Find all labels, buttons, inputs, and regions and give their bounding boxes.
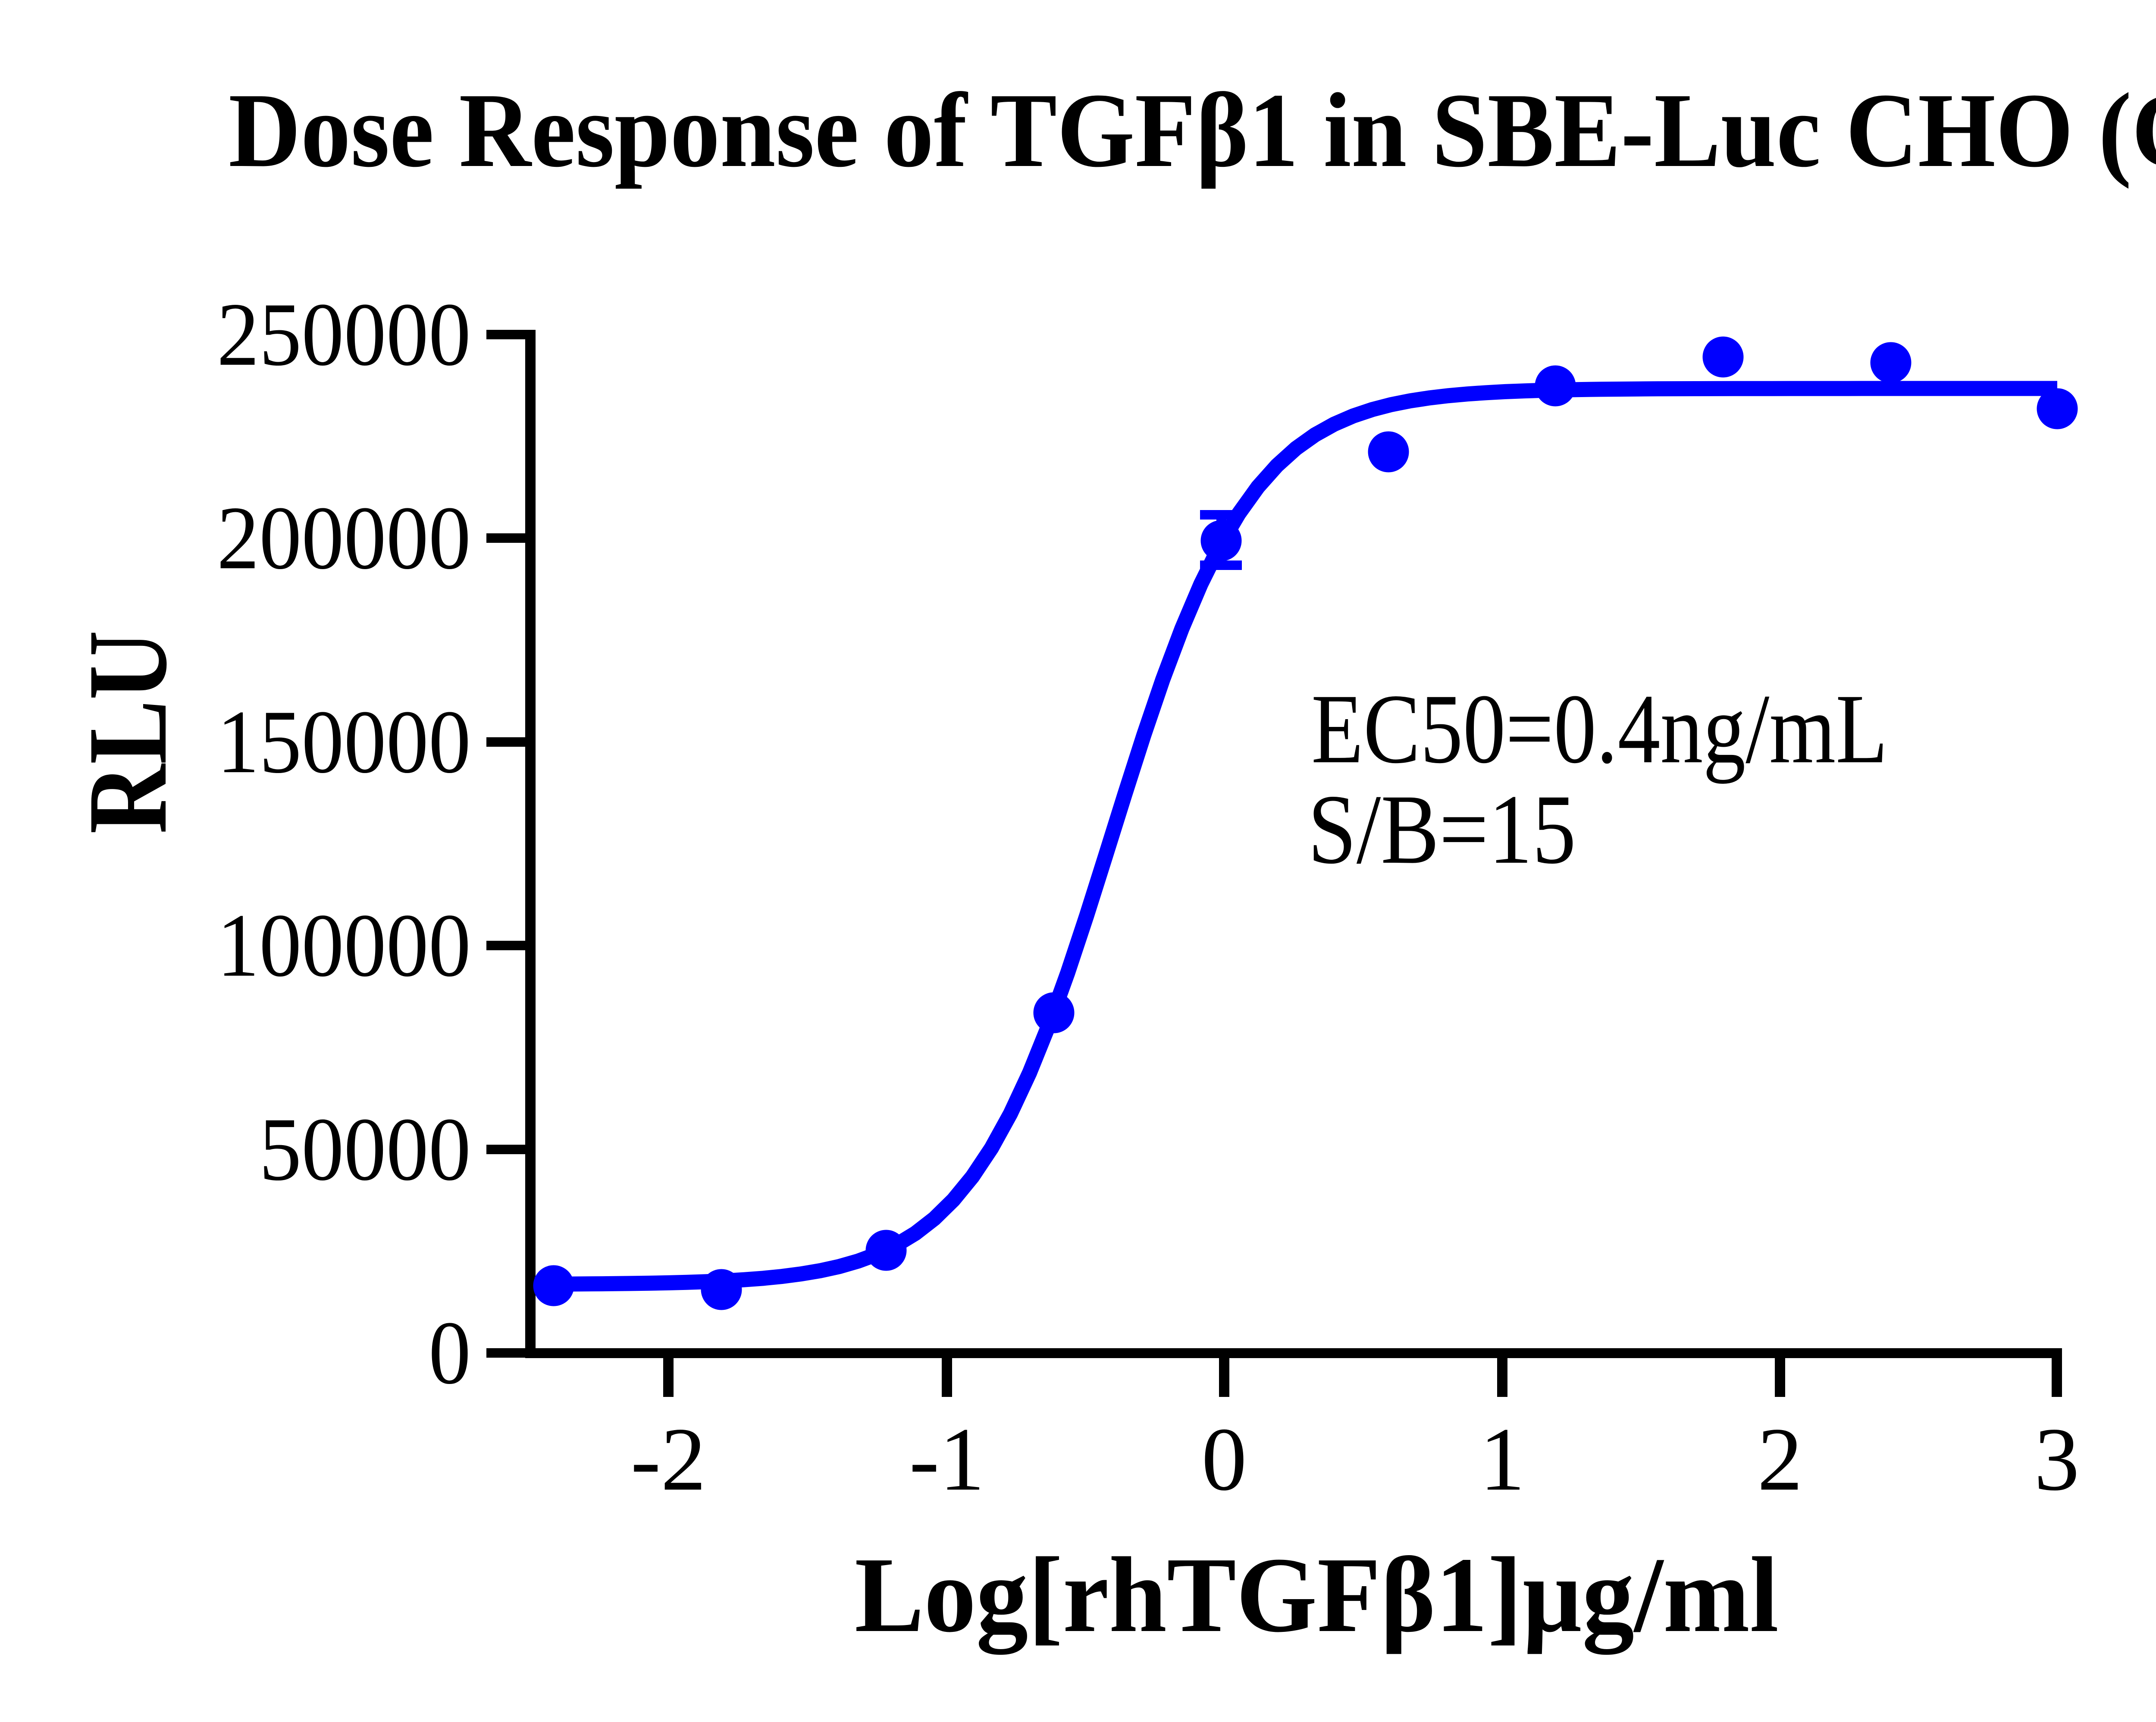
svg-text:50000: 50000 [259, 1099, 471, 1199]
svg-text:3: 3 [2034, 1409, 2080, 1509]
svg-text:2: 2 [1758, 1409, 1803, 1509]
svg-text:Dose Response of TGFβ1 in SBE-: Dose Response of TGFβ1 in SBE-Luc CHO (C… [229, 72, 2156, 189]
svg-text:-2: -2 [631, 1409, 706, 1509]
svg-text:RLU: RLU [65, 630, 190, 834]
svg-text:0: 0 [429, 1303, 471, 1403]
svg-text:EC50=0.4ng/mL: EC50=0.4ng/mL [1311, 673, 1888, 784]
svg-text:S/B=15: S/B=15 [1308, 774, 1576, 884]
svg-text:-1: -1 [909, 1409, 985, 1509]
svg-text:150000: 150000 [217, 692, 471, 792]
svg-text:0: 0 [1202, 1409, 1247, 1509]
svg-text:200000: 200000 [217, 488, 471, 588]
svg-text:Log[rhTGFβ1]µg/ml: Log[rhTGFβ1]µg/ml [855, 1535, 1779, 1655]
svg-text:250000: 250000 [217, 285, 471, 385]
svg-text:1: 1 [1480, 1409, 1525, 1509]
svg-text:100000: 100000 [217, 895, 471, 996]
